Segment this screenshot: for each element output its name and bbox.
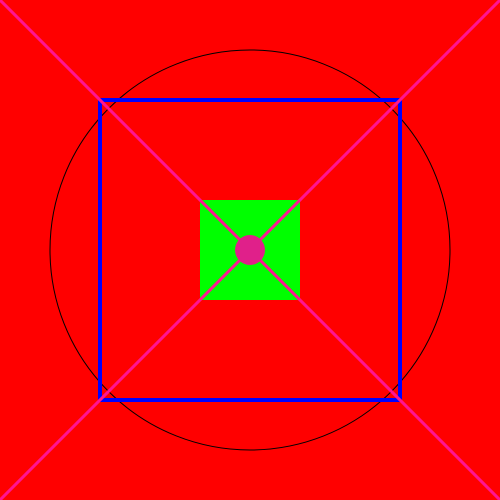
- center-dot: [235, 235, 265, 265]
- outer-circle: [49, 49, 451, 451]
- outer-square: [98, 98, 402, 402]
